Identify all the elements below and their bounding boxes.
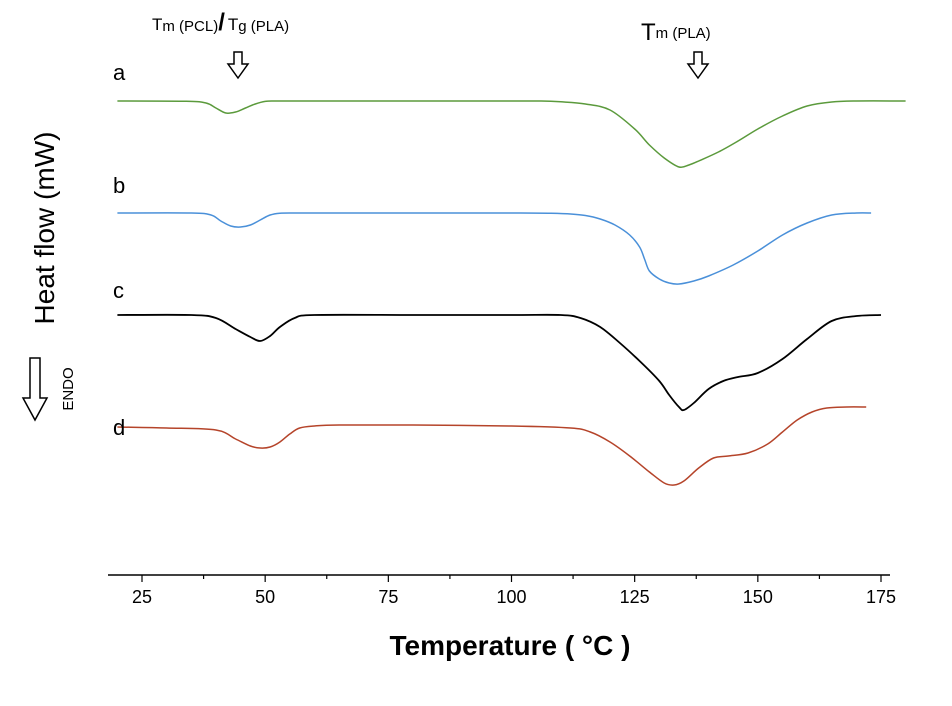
- endo-label: ENDO: [60, 367, 77, 410]
- y-axis-label: Heat flow (mW): [29, 132, 60, 325]
- x-axis-tick-labels: 25 50 75 100 125 150 175: [132, 587, 896, 607]
- annotation-left-arrow-icon: [226, 51, 250, 80]
- x-tick-label: 75: [378, 587, 398, 607]
- dsc-curves: [117, 100, 906, 486]
- x-tick-label: 150: [743, 587, 773, 607]
- series-line-b: [117, 212, 872, 285]
- annotation-right: Tm (PLA): [641, 19, 711, 46]
- x-tick-label: 175: [866, 587, 896, 607]
- series-line-c: [117, 313, 882, 412]
- series-label-d: d: [113, 415, 125, 440]
- x-tick-label: 50: [255, 587, 275, 607]
- x-axis-label: Temperature ( °C ): [390, 630, 631, 661]
- x-tick-label: 125: [620, 587, 650, 607]
- annotation-left: Tm (PCL)/Tg (PLA): [152, 9, 289, 36]
- series-label-a: a: [113, 60, 126, 85]
- x-tick-label: 100: [496, 587, 526, 607]
- curve-labels: a b c d: [113, 60, 126, 440]
- annotation-right-arrow-icon: [686, 51, 710, 80]
- series-label-c: c: [113, 278, 124, 303]
- series-line-d: [117, 406, 867, 486]
- x-tick-label: 25: [132, 587, 152, 607]
- endo-arrow-icon: [21, 357, 49, 422]
- series-line-a: [117, 100, 906, 169]
- series-label-b: b: [113, 173, 125, 198]
- x-axis-ticks: [141, 575, 882, 582]
